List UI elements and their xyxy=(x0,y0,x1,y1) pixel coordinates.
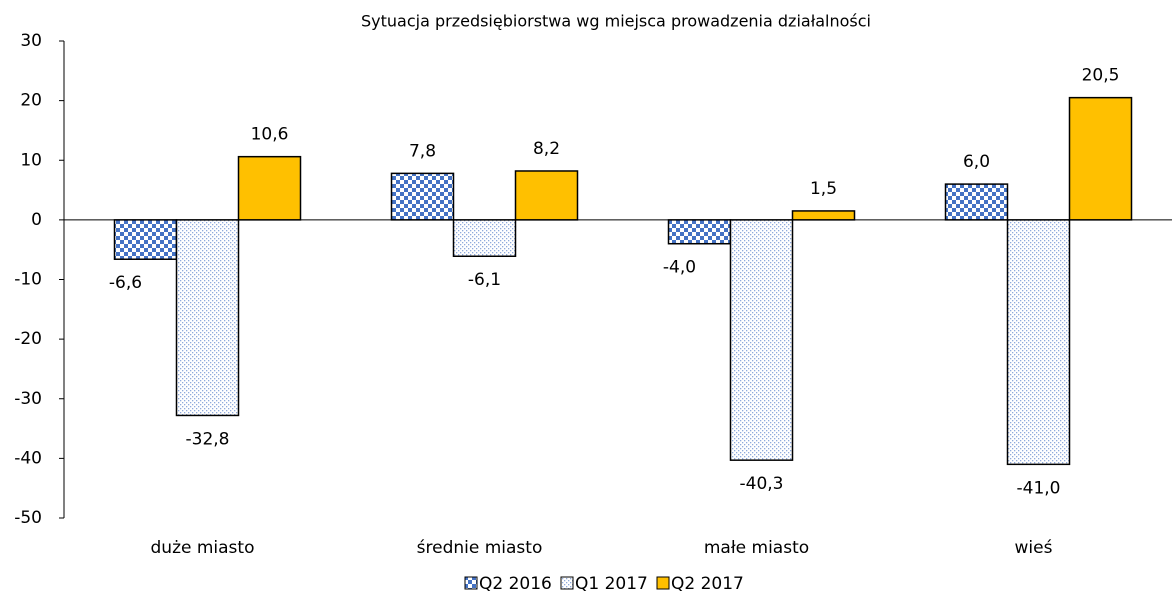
bar xyxy=(729,219,794,461)
bar xyxy=(452,219,517,257)
value-label: 10,6 xyxy=(251,125,289,145)
value-label: -41,0 xyxy=(1017,478,1061,498)
y-tick-label: 10 xyxy=(20,150,42,170)
value-label: 8,2 xyxy=(533,139,560,159)
value-label: 1,5 xyxy=(810,179,837,199)
legend-label: Q2 2016 xyxy=(479,574,552,594)
chart-title: Sytuacja przedsiębiorstwa wg miejsca pro… xyxy=(361,12,871,31)
x-tick-label: średnie miasto xyxy=(417,538,543,558)
y-tick-label: 20 xyxy=(20,91,42,111)
bar xyxy=(667,219,732,245)
y-tick-label: -10 xyxy=(14,270,42,290)
bar xyxy=(237,155,302,221)
bar xyxy=(175,219,240,417)
legend-swatch xyxy=(656,576,670,590)
y-tick-label: -20 xyxy=(14,329,42,349)
value-label: -4,0 xyxy=(663,258,696,278)
x-tick-label: duże miasto xyxy=(151,538,255,558)
legend-label: Q2 2017 xyxy=(671,574,744,594)
bar xyxy=(1006,219,1071,466)
value-label: -6,1 xyxy=(468,270,501,290)
bar xyxy=(1068,96,1133,221)
legend-swatch xyxy=(464,576,478,590)
y-tick-label: -50 xyxy=(14,508,42,528)
value-label: -32,8 xyxy=(186,429,230,449)
value-label: 6,0 xyxy=(963,152,990,172)
y-tick-label: -40 xyxy=(14,448,42,468)
bar xyxy=(514,170,579,221)
value-label: 20,5 xyxy=(1082,66,1120,86)
value-label: -40,3 xyxy=(740,474,784,494)
value-label: 7,8 xyxy=(409,141,436,161)
x-tick-label: małe miasto xyxy=(704,538,809,558)
bar xyxy=(791,210,856,221)
y-tick-label: 30 xyxy=(20,31,42,51)
bar xyxy=(390,172,455,221)
bar xyxy=(113,219,178,260)
legend-swatch xyxy=(560,576,574,590)
y-tick-label: -30 xyxy=(14,389,42,409)
value-label: -6,6 xyxy=(109,273,142,293)
x-tick-label: wieś xyxy=(1015,538,1053,558)
bar xyxy=(944,183,1009,221)
legend-label: Q1 2017 xyxy=(575,574,648,594)
y-tick-label: 0 xyxy=(31,210,42,230)
